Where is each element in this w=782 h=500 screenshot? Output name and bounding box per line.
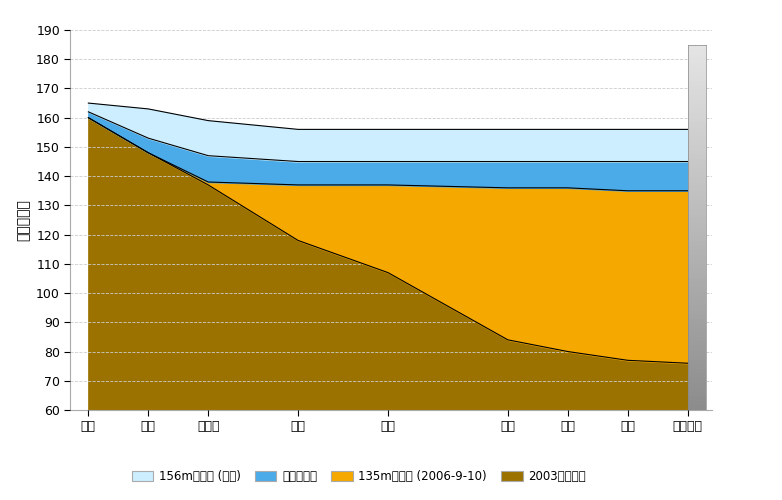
Legend: 156m蓄水线 (预测), 当前水面线, 135m蓄水线 (2006-9-10), 2003年蓄水前: 156m蓄水线 (预测), 当前水面线, 135m蓄水线 (2006-9-10)… [127, 466, 590, 487]
Y-axis label: 水位（米）: 水位（米） [16, 199, 30, 241]
